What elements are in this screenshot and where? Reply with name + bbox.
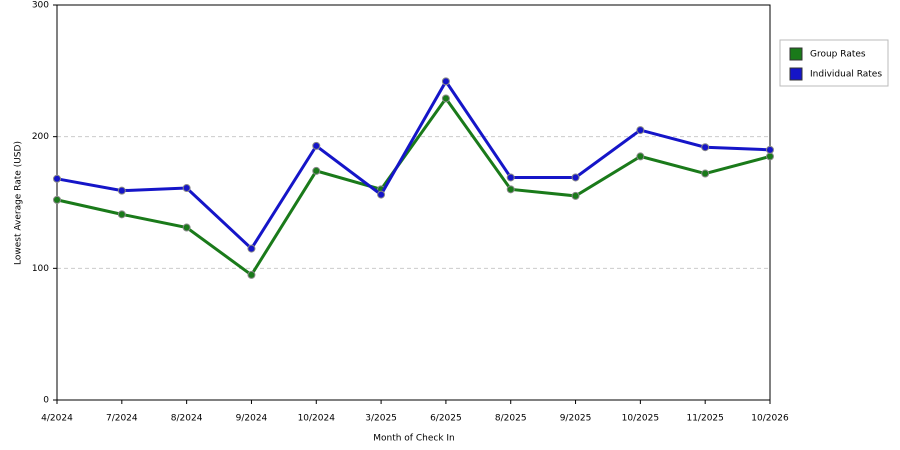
data-point — [247, 270, 256, 279]
data-point — [117, 186, 126, 195]
x-tick-label: 6/2025 — [430, 414, 462, 424]
x-tick-label: 10/2025 — [622, 414, 659, 424]
data-point — [312, 141, 321, 150]
x-tick-label: 3/2025 — [365, 414, 397, 424]
data-point — [247, 244, 256, 253]
legend-label: Group Rates — [810, 50, 866, 60]
data-point — [636, 152, 645, 161]
x-tick-label: 10/2024 — [298, 414, 336, 424]
x-tick-label: 10/2026 — [751, 414, 789, 424]
y-tick-label: 200 — [32, 132, 49, 142]
data-point — [182, 223, 191, 232]
data-point — [182, 184, 191, 193]
series-line — [56, 78, 771, 251]
x-tick-label: 8/2024 — [171, 414, 203, 424]
x-tick-label: 8/2025 — [495, 414, 527, 424]
data-point — [441, 77, 450, 86]
data-point — [506, 185, 515, 194]
data-point — [766, 145, 774, 154]
x-axis-label: Month of Check In — [373, 434, 455, 444]
data-point — [701, 169, 710, 178]
data-point — [506, 173, 515, 182]
x-tick-label: 7/2024 — [106, 414, 138, 424]
data-point — [701, 143, 710, 152]
data-point — [53, 195, 61, 204]
y-tick-label: 300 — [32, 1, 49, 11]
data-point — [53, 174, 61, 183]
x-tick-label: 9/2025 — [560, 414, 592, 424]
data-point — [117, 210, 126, 219]
series-line — [56, 95, 771, 278]
plot-frame — [56, 4, 771, 401]
y-axis-label: Lowest Average Rate (USD) — [14, 141, 24, 265]
data-point — [636, 126, 645, 135]
data-point — [571, 191, 580, 200]
legend-swatch — [789, 47, 803, 61]
y-tick-label: 100 — [32, 264, 49, 274]
x-tick-label: 9/2024 — [236, 414, 268, 424]
x-tick-label: 11/2025 — [686, 414, 723, 424]
data-point — [312, 166, 321, 175]
data-point — [571, 173, 580, 182]
data-point — [377, 190, 386, 199]
x-tick-label: 4/2024 — [41, 414, 73, 424]
legend-label: Individual Rates — [810, 70, 882, 80]
legend-swatch — [789, 67, 803, 81]
data-point — [766, 152, 774, 161]
y-tick-label: 0 — [43, 396, 49, 406]
data-point — [441, 94, 450, 103]
